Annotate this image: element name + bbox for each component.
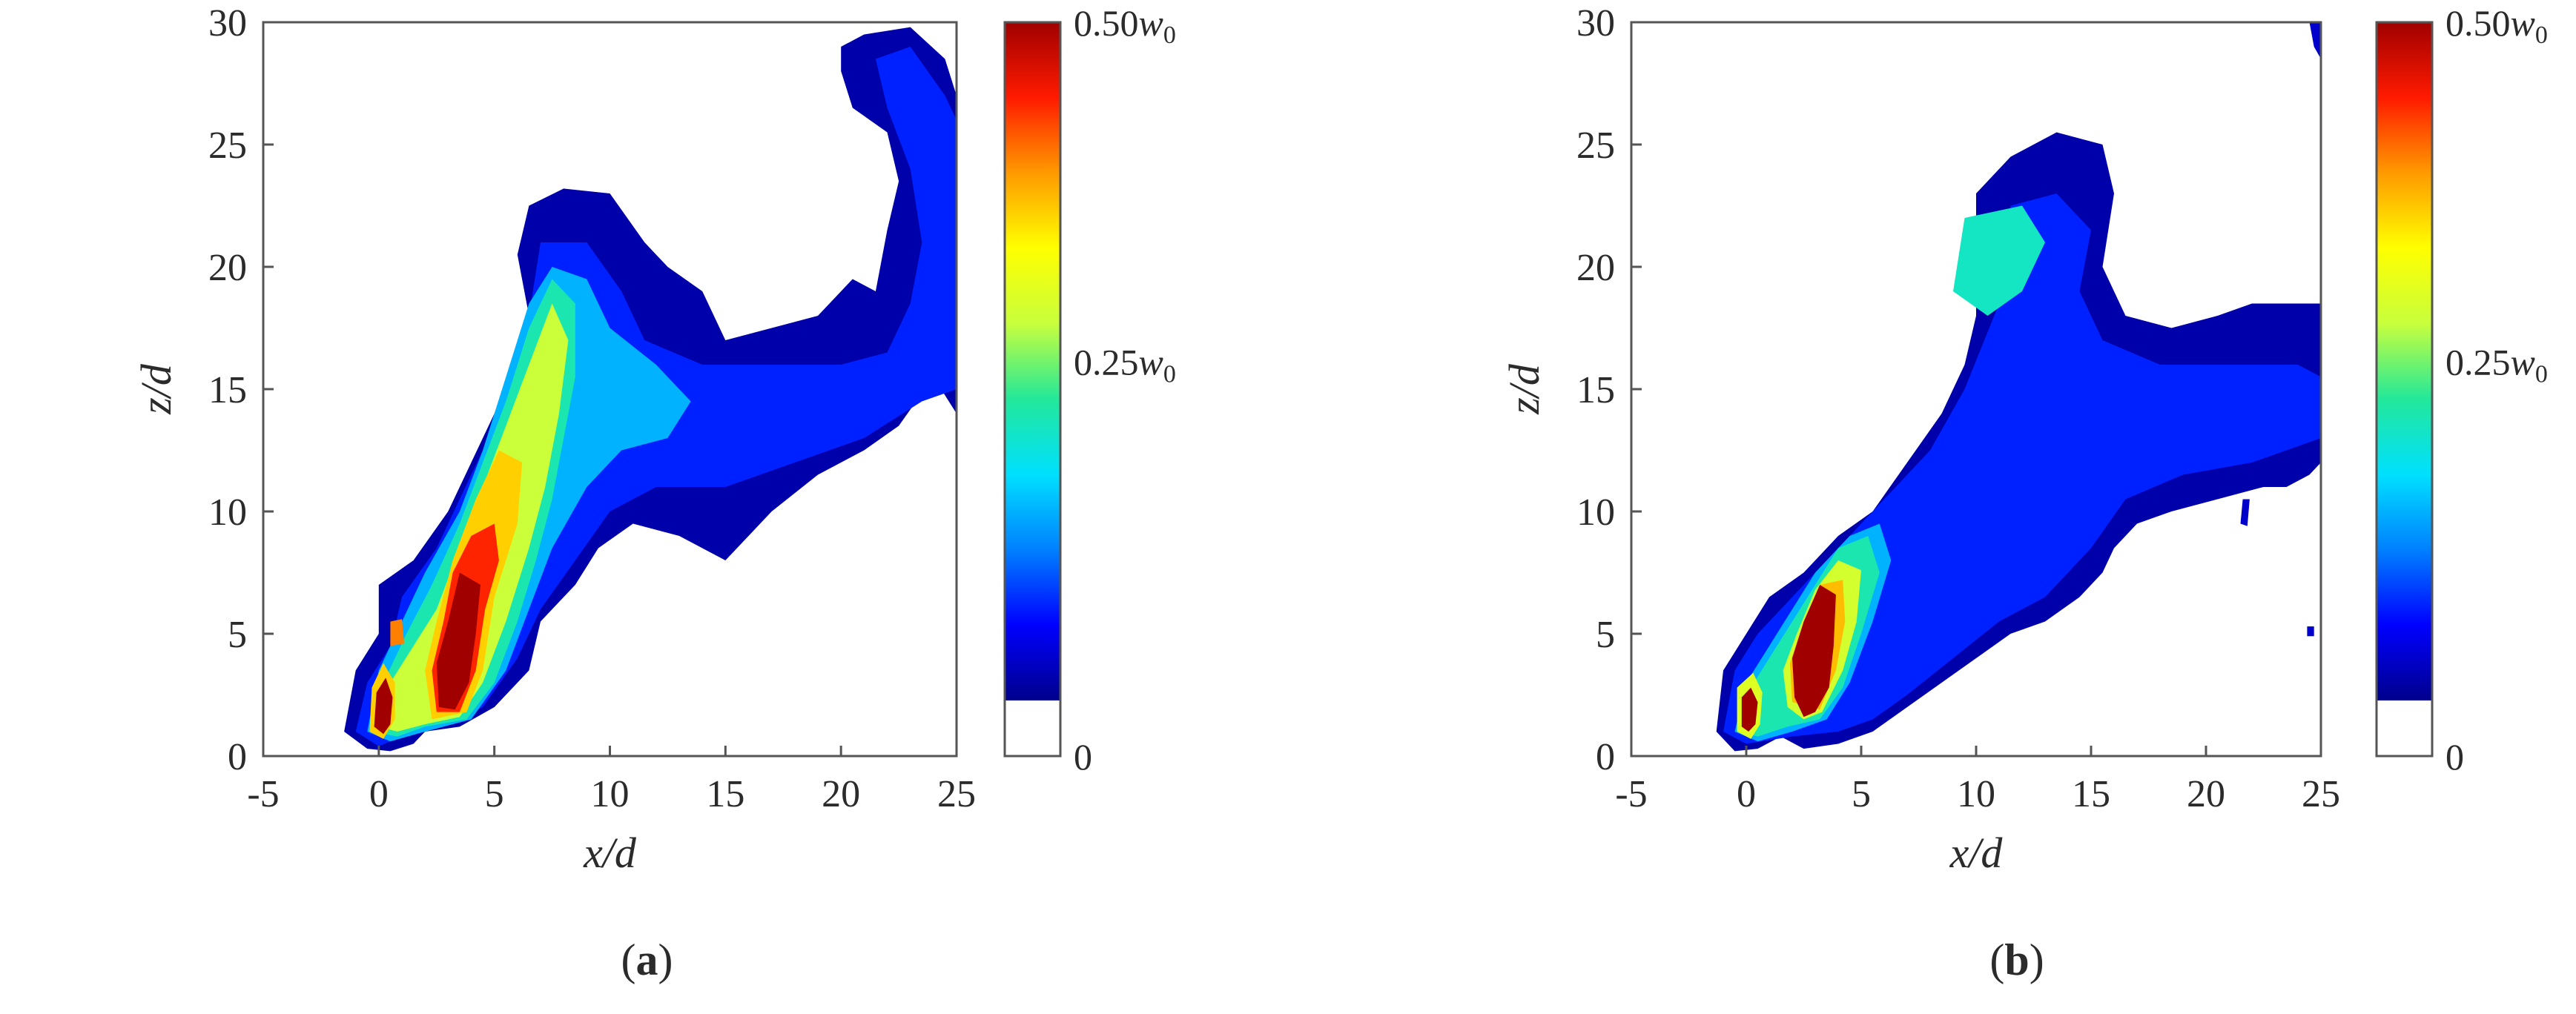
colorbar-label: 0.25w0: [1074, 342, 1176, 388]
y-tick-label: 25: [208, 125, 247, 167]
colorbar: 0.50w0 0.25w0 0: [1003, 2, 1176, 778]
contour-regions: [344, 27, 957, 752]
colorbar-label: 0.50w0: [1074, 2, 1176, 49]
x-tick-label: 0: [1737, 773, 1756, 815]
panel-label: (b): [1989, 935, 2044, 984]
contour-region: [1741, 687, 1758, 732]
colorbar-label: 0: [2445, 736, 2464, 778]
y-tick-label: 5: [1596, 614, 1615, 656]
x-tick-label: 5: [485, 773, 504, 815]
y-tick-label: 10: [208, 491, 247, 534]
y-tick-label: 15: [1576, 369, 1615, 411]
x-tick-label: 0: [369, 773, 389, 815]
colorbar-scale: [1005, 22, 1060, 700]
y-tick-label: 10: [1576, 491, 1615, 534]
y-tick-label: 25: [1576, 125, 1615, 167]
y-tick-label: 30: [1576, 2, 1615, 44]
contour-region: [374, 677, 393, 735]
y-tick-label: 0: [228, 736, 247, 778]
colorbar-zero-band: [2377, 700, 2432, 756]
y-tick-label: 20: [208, 247, 247, 289]
x-tick-label: 15: [2072, 773, 2110, 815]
contour-region: [2240, 499, 2250, 526]
y-axis-label: z/d: [1500, 363, 1548, 415]
x-tick-label: 20: [2187, 773, 2225, 815]
x-tick-label: 15: [706, 773, 744, 815]
contour-regions: [1716, 22, 2321, 752]
y-tick-label: 30: [208, 2, 247, 44]
x-tick-label: 25: [937, 773, 976, 815]
x-axis: -5 0 5 10 15 20 25: [1615, 746, 2340, 815]
panel-a: -5 0 5 10 15 20 25051015202530x/dz/d0.50w00.25…: [132, 2, 1176, 984]
contour-region: [2307, 626, 2314, 637]
y-tick-label: 15: [208, 369, 247, 411]
contour-region: [2309, 22, 2321, 59]
colorbar-label: 0: [1074, 736, 1092, 778]
y-axis: 0 5 10 15 20 25 30: [208, 2, 274, 778]
x-axis: -5 0 5 10 15 20 25: [247, 746, 976, 815]
colorbar: 0.50w0 0.25w0 0: [2375, 2, 2548, 778]
x-tick-label: 5: [1852, 773, 1871, 815]
y-tick-label: 0: [1596, 736, 1615, 778]
x-axis-label: x/d: [583, 829, 637, 877]
x-tick-label: 10: [1957, 773, 1995, 815]
colorbar-label: 0.50w0: [2445, 2, 2548, 49]
contour-region: [436, 572, 480, 710]
x-axis-label: x/d: [1949, 829, 2004, 877]
colorbar-zero-band: [1005, 700, 1060, 756]
panel-b: -5 0 5 10 15 20 25051015202530x/dz/d0.50w00.25…: [1500, 2, 2548, 984]
colorbar-frame: [2375, 21, 2434, 758]
y-tick-label: 5: [228, 614, 247, 656]
x-tick-label: 10: [591, 773, 630, 815]
figure-panels: -5 0 5 10 15 20 25051015202530x/dz/d0.50w00.25…: [132, 2, 2548, 984]
colorbar-label: 0.25w0: [2445, 342, 2548, 388]
x-tick-label: -5: [247, 773, 279, 815]
y-axis-label: z/d: [132, 363, 180, 415]
x-tick-label: 25: [2302, 773, 2340, 815]
contour-region: [1792, 585, 1836, 718]
colorbar-scale: [2377, 22, 2432, 700]
contour-region: [1953, 205, 2045, 316]
y-tick-label: 20: [1576, 247, 1615, 289]
colorbar-frame: [1003, 21, 1062, 758]
panel-label: (a): [621, 935, 673, 984]
x-tick-label: 20: [822, 773, 860, 815]
contour-region: [390, 619, 405, 646]
y-axis: 0 5 10 15 20 25 30: [1576, 2, 1642, 778]
x-tick-label: -5: [1615, 773, 1647, 815]
